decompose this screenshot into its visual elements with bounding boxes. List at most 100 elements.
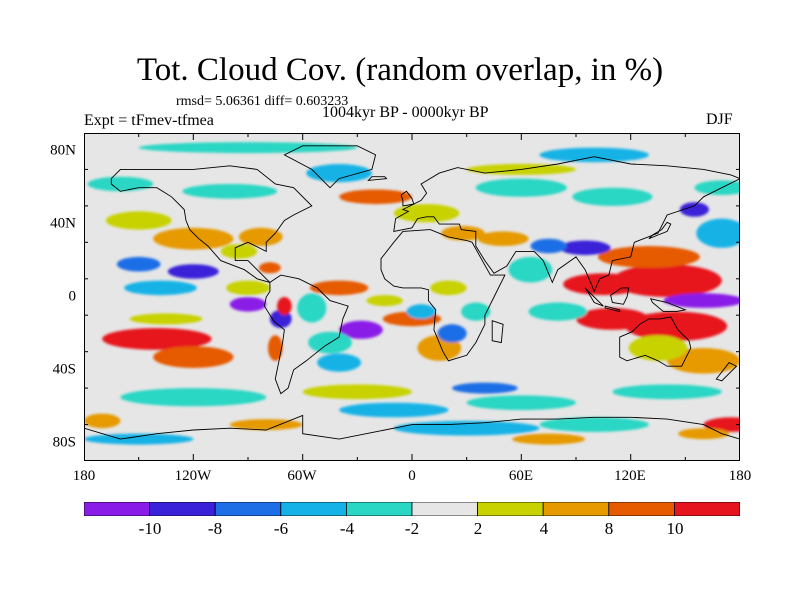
anomaly-region [182, 184, 278, 199]
x-tick-label: 120W [174, 468, 212, 484]
coastline [283, 145, 377, 189]
anomaly-region [703, 417, 740, 432]
coastline [110, 165, 313, 283]
coastline [649, 298, 687, 313]
anomaly-region [663, 293, 740, 308]
anomaly-region [84, 413, 121, 429]
anomaly-region [339, 402, 449, 418]
season-label: DJF [706, 111, 733, 128]
anomaly-region [317, 353, 361, 372]
colorbar-segment [345, 502, 413, 516]
anomaly-region [105, 211, 172, 230]
anomaly-region [559, 240, 611, 256]
experiment-label: Expt = tFmev-tfmea [84, 112, 214, 129]
anomaly-region [309, 280, 369, 296]
colorbar-segment [214, 502, 282, 516]
anomaly-region [297, 293, 327, 323]
anomaly-region [138, 142, 358, 154]
coastline [715, 362, 738, 382]
anomaly-region [302, 384, 412, 400]
anomaly-region [116, 256, 161, 272]
anomaly-region [393, 204, 460, 223]
anomaly-region [539, 417, 649, 432]
stats-label: rmsd= 5.06361 diff= 0.603233 [176, 94, 349, 109]
anomaly-region [129, 313, 203, 325]
coastline [610, 287, 630, 305]
cloud-cover-map [84, 133, 740, 461]
colorbar-segment [411, 502, 478, 516]
x-tick-label: 120E [614, 468, 646, 484]
coastline [367, 176, 388, 181]
anomaly-region [102, 328, 212, 350]
colorbar-segment [674, 502, 740, 516]
coastline [648, 221, 672, 240]
colorbar-segment [84, 502, 150, 516]
anomaly-region [597, 246, 700, 268]
colorbar-segment [280, 502, 347, 516]
colorbar-label: -2 [404, 519, 420, 538]
period-label: 1004kyr BP - 0000kyr BP [322, 104, 489, 121]
x-tick-label: 60W [287, 468, 317, 484]
y-tick-label: 0 [68, 288, 77, 305]
anomaly-region [153, 346, 234, 368]
colorbar-segment [149, 502, 216, 516]
coastline [604, 305, 621, 313]
anomaly-region [528, 302, 587, 321]
coastline [84, 414, 740, 461]
anomaly-region [475, 178, 567, 197]
anomaly-region [430, 280, 467, 296]
anomaly-region [512, 433, 586, 445]
x-tick-label: 180 [72, 468, 96, 484]
colorbar-label: -8 [207, 519, 223, 538]
y-tick-label: 80N [50, 142, 76, 159]
coastline [491, 320, 504, 344]
anomaly-region [679, 202, 710, 217]
colorbar-label: 8 [604, 519, 614, 538]
coastline [393, 156, 740, 293]
anomaly-region [508, 256, 553, 283]
y-tick-label: 80S [52, 434, 76, 451]
y-tick-label: 40S [52, 361, 76, 378]
coastline [380, 229, 506, 362]
anomaly-region [124, 280, 197, 296]
anomaly-region [229, 419, 303, 431]
anomaly-region [477, 231, 529, 246]
colorbar-label: -6 [273, 519, 289, 538]
anomaly-region [153, 227, 234, 250]
anomaly-region [229, 297, 267, 312]
anomaly-region [452, 382, 518, 394]
anomaly-region [306, 164, 372, 183]
anomaly-region [84, 433, 194, 445]
x-tick-label: 60E [508, 468, 534, 484]
colorbar-segment [608, 502, 675, 516]
y-tick-label: 40N [50, 215, 76, 232]
anomaly-region [277, 297, 292, 316]
anomaly-region [572, 187, 653, 206]
colorbar-label: 10 [666, 519, 684, 538]
anomaly-region [461, 302, 491, 321]
colorbar-label: 2 [473, 519, 483, 538]
x-tick-label: 180 [728, 468, 752, 484]
coastline [400, 190, 415, 207]
anomaly-region [667, 348, 740, 374]
anomaly-region [696, 218, 740, 248]
colorbar-segment [542, 502, 610, 516]
colorbar [84, 502, 740, 516]
anomaly-region [259, 262, 281, 274]
anomaly-region [120, 388, 267, 407]
anomaly-region [366, 295, 403, 307]
coastlines [84, 145, 740, 461]
anomaly-region [87, 176, 154, 192]
colorbar-label: -10 [138, 519, 162, 538]
anomaly-region [466, 395, 576, 411]
anomaly-region [339, 189, 412, 205]
colorbar-label: -4 [339, 519, 355, 538]
anomaly-region [539, 147, 649, 163]
anomaly-region [441, 225, 485, 241]
colorbar-segment [477, 502, 544, 516]
coastline [263, 274, 349, 395]
anomaly-region [238, 227, 283, 246]
anomaly-region [437, 324, 467, 343]
anomaly-region [612, 384, 722, 400]
anomaly-region [268, 335, 283, 361]
